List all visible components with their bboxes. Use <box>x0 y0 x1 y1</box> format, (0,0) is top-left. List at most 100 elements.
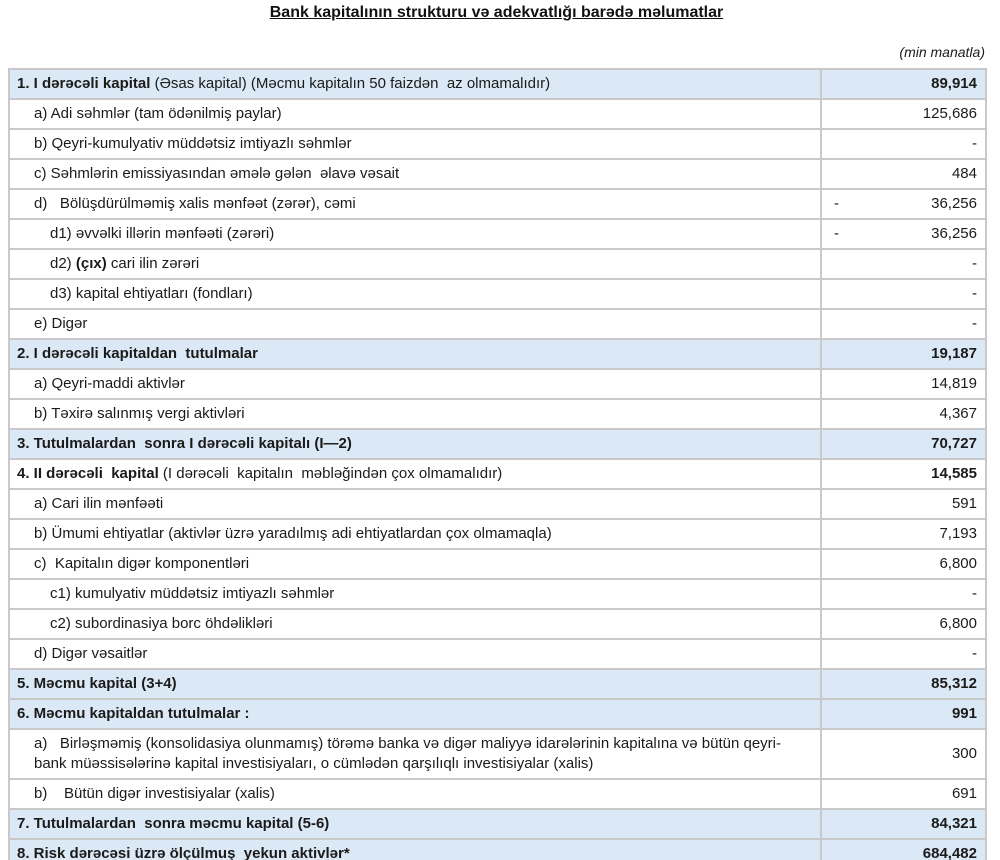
row-label: d) Digər vəsaitlər <box>8 638 822 670</box>
row-label: 7. Tutulmalardan sonra məcmu kapital (5-… <box>8 808 822 840</box>
row-label-segment: b) Ümumi ehtiyatlar (aktivlər üzrə yarad… <box>34 525 552 542</box>
row-label-segment: (çıx) <box>75 255 107 272</box>
table-row: 5. Məcmu kapital (3+4) 85,312 <box>8 668 987 700</box>
row-label-segment: d1) əvvəlki illərin mənfəəti (zərəri) <box>50 225 275 242</box>
table-row: a) Birləşməmiş (konsolidasiya olunmamış)… <box>8 728 987 780</box>
table-row: 2. I dərəcəli kapitaldan tutulmalar 19,18… <box>8 338 987 370</box>
row-label: c1) kumulyativ müddətsiz imtiyazlı səhml… <box>8 578 822 610</box>
row-label-segment: 7. Tutulmalardan sonra məcmu kapital (5-… <box>17 815 330 832</box>
row-value: 70,727 <box>820 428 987 460</box>
row-value: 991 <box>820 698 987 730</box>
row-label-segment: c2) subordinasiya borc öhdəlikləri <box>50 615 273 632</box>
row-label: b) Ümumi ehtiyatlar (aktivlər üzrə yarad… <box>8 518 822 550</box>
table-row: c1) kumulyativ müddətsiz imtiyazlı səhml… <box>8 578 987 610</box>
row-label-segment: a) Cari ilin mənfəəti <box>34 495 164 512</box>
row-label: b) Qeyri-kumulyativ müddətsiz imtiyazlı … <box>8 128 822 160</box>
row-label-segment: 6. Məcmu kapitaldan tutulmalar : <box>17 705 250 722</box>
row-label-segment: (Əsas kapital) (Məcmu kapitalın 50 faizd… <box>150 75 551 92</box>
table-row: b) Qeyri-kumulyativ müddətsiz imtiyazlı … <box>8 128 987 160</box>
row-label-segment: a) Adi səhmlər (tam ödənilmiş paylar) <box>34 105 282 122</box>
row-value: - <box>820 278 987 310</box>
table-row: 3. Tutulmalardan sonra I dərəcəli kapita… <box>8 428 987 460</box>
row-label: 1. I dərəcəli kapital (Əsas kapital) (Mə… <box>8 68 822 100</box>
row-label: c) Kapitalın digər komponentləri <box>8 548 822 580</box>
row-value: 300 <box>820 728 987 780</box>
table-row: b) Bütün digər investisiyalar (xalis) 691 <box>8 778 987 810</box>
row-label: e) Digər <box>8 308 822 340</box>
row-value: - <box>820 578 987 610</box>
row-value: 84,321 <box>820 808 987 840</box>
row-label: c) Səhmlərin emissiyasından əmələ gələn … <box>8 158 822 190</box>
row-value: 14,585 <box>820 458 987 490</box>
row-value: 14,819 <box>820 368 987 400</box>
row-value-number: 36,256 <box>931 195 977 212</box>
row-value: - <box>820 638 987 670</box>
row-value: 6,800 <box>820 608 987 640</box>
capital-table-body: 1. I dərəcəli kapital (Əsas kapital) (Mə… <box>8 68 987 860</box>
row-label-segment: d) Digər vəsaitlər <box>34 645 148 662</box>
table-row: c) Kapitalın digər komponentləri 6,800 <box>8 548 987 580</box>
table-row: e) Digər - <box>8 308 987 340</box>
row-label-segment: b) Təxirə salınmış vergi aktivləri <box>34 405 245 422</box>
row-label-segment: b) Bütün digər investisiyalar (xalis) <box>34 785 275 802</box>
table-row: 4. II dərəcəli kapital (I dərəcəli kapit… <box>8 458 987 490</box>
table-row: d1) əvvəlki illərin mənfəəti (zərəri) - 36… <box>8 218 987 250</box>
row-value: 7,193 <box>820 518 987 550</box>
row-label-segment: 2. I dərəcəli kapitaldan tutulmalar <box>17 345 258 362</box>
row-value: 6,800 <box>820 548 987 580</box>
row-value: 684,482 <box>820 838 987 860</box>
row-value: 484 <box>820 158 987 190</box>
table-row: 8. Risk dərəcəsi üzrə ölçülmuş yekun akt… <box>8 838 987 860</box>
row-label: b) Bütün digər investisiyalar (xalis) <box>8 778 822 810</box>
row-label-segment: d3) kapital ehtiyatları (fondları) <box>50 285 253 302</box>
table-row: d2) (çıx) cari ilin zərəri - <box>8 248 987 280</box>
row-label-segment: 3. Tutulmalardan sonra I dərəcəli kapita… <box>17 435 352 452</box>
row-label: a) Qeyri-maddi aktivlər <box>8 368 822 400</box>
row-label: 2. I dərəcəli kapitaldan tutulmalar <box>8 338 822 370</box>
row-label: 8. Risk dərəcəsi üzrə ölçülmuş yekun akt… <box>8 838 822 860</box>
table-row: c2) subordinasiya borc öhdəlikləri 6,800 <box>8 608 987 640</box>
table-row: 6. Məcmu kapitaldan tutulmalar : 991 <box>8 698 987 730</box>
table-row: d3) kapital ehtiyatları (fondları) - <box>8 278 987 310</box>
capital-table: 1. I dərəcəli kapital (Əsas kapital) (Mə… <box>8 68 987 860</box>
row-label: d1) əvvəlki illərin mənfəəti (zərəri) <box>8 218 822 250</box>
row-label: d2) (çıx) cari ilin zərəri <box>8 248 822 280</box>
row-label: 6. Məcmu kapitaldan tutulmalar : <box>8 698 822 730</box>
row-value: - <box>820 248 987 280</box>
row-label: d) Bölüşdürülməmiş xalis mənfəət (zərər)… <box>8 188 822 220</box>
row-label: b) Təxirə salınmış vergi aktivləri <box>8 398 822 430</box>
row-value: - <box>820 308 987 340</box>
table-row: b) Ümumi ehtiyatlar (aktivlər üzrə yarad… <box>8 518 987 550</box>
row-label-segment: d2) <box>50 255 76 272</box>
row-value: - <box>820 128 987 160</box>
table-row: a) Qeyri-maddi aktivlər 14,819 <box>8 368 987 400</box>
row-label-segment: c) Kapitalın digər komponentləri <box>34 555 250 572</box>
row-value: - 36,256 <box>820 188 987 220</box>
row-label-segment: 8. Risk dərəcəsi üzrə ölçülmuş yekun akt… <box>17 845 350 860</box>
row-label-segment: 1. I dərəcəli kapital <box>17 75 151 92</box>
row-label-segment: d) Bölüşdürülməmiş xalis mənfəət (zərər)… <box>34 195 356 212</box>
row-label-segment: e) Digər <box>34 315 88 332</box>
unit-note: (min manatla) <box>899 44 985 60</box>
negative-sign: - <box>834 225 839 242</box>
row-label-segment: a) Birləşməmiş (konsolidasiya olunmamış)… <box>34 735 781 772</box>
negative-sign: - <box>834 195 839 212</box>
row-value: 125,686 <box>820 98 987 130</box>
row-label: 3. Tutulmalardan sonra I dərəcəli kapita… <box>8 428 822 460</box>
row-value: 85,312 <box>820 668 987 700</box>
row-label: 4. II dərəcəli kapital (I dərəcəli kapit… <box>8 458 822 490</box>
row-label-segment: 5. Məcmu kapital (3+4) <box>17 675 177 692</box>
row-value-number: 36,256 <box>931 225 977 242</box>
table-row: 1. I dərəcəli kapital (Əsas kapital) (Mə… <box>8 68 987 100</box>
page-title: Bank kapitalının strukturu və adekvatlığ… <box>269 4 724 21</box>
row-value: 4,367 <box>820 398 987 430</box>
row-label: c2) subordinasiya borc öhdəlikləri <box>8 608 822 640</box>
table-row: a) Cari ilin mənfəəti 591 <box>8 488 987 520</box>
row-value: 19,187 <box>820 338 987 370</box>
row-value: 691 <box>820 778 987 810</box>
table-row: c) Səhmlərin emissiyasından əmələ gələn … <box>8 158 987 190</box>
row-value: 591 <box>820 488 987 520</box>
row-label: a) Cari ilin mənfəəti <box>8 488 822 520</box>
row-label-segment: b) Qeyri-kumulyativ müddətsiz imtiyazlı … <box>34 135 352 152</box>
